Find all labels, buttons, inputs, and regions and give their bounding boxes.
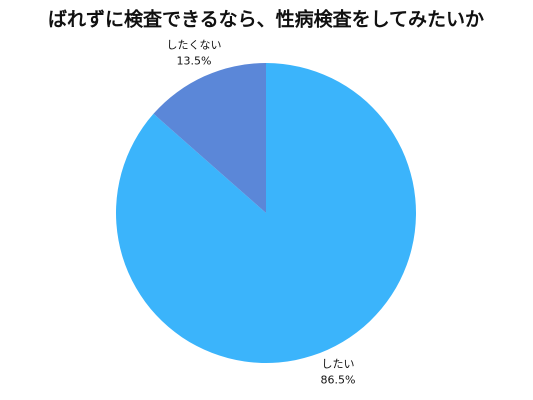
slice-label: したい — [322, 357, 355, 370]
pie-slice — [116, 63, 417, 363]
pie-slice — [153, 63, 266, 213]
chart-title: ばれずに検査できるなら、性病検査をしてみたいか — [48, 8, 484, 31]
slice-label: したくない — [166, 39, 221, 52]
slice-value-label: 86.5% — [321, 373, 356, 386]
slice-value-label: 13.5% — [177, 55, 212, 68]
